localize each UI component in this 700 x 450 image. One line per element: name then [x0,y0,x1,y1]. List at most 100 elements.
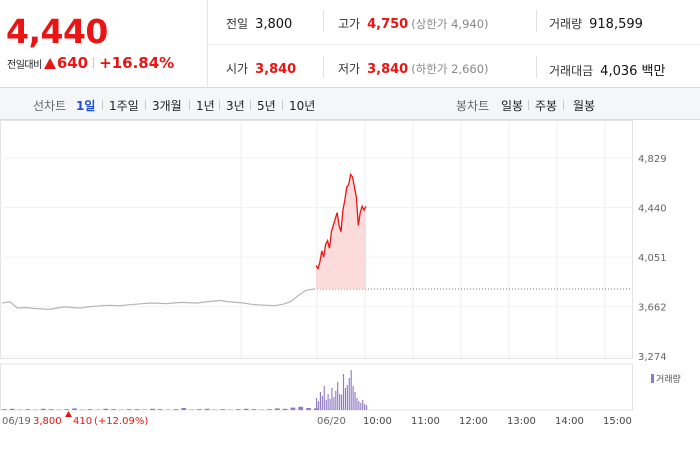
current-price-box: 4,440 전일대비 640 +16.84% [0,0,208,88]
volume-bar-today [321,396,323,410]
volume-bar-today [339,394,341,410]
stat-amount: 거래대금 4,036 백만 [549,60,665,79]
tab-1-year[interactable]: 1년 [196,99,215,113]
volume-bar-today [348,378,350,410]
volume-bar-prev [87,409,93,410]
volume-bar-prev [158,409,163,410]
volume-bar-prev [204,408,210,410]
divider [145,100,146,110]
divider [102,100,103,110]
x-date-label: 06/20 [317,416,346,427]
stat-open: 시가 3,840 [226,60,296,77]
volume-bar-prev [48,409,54,410]
volume-bar-today [366,405,368,410]
volume-bar-prev [181,408,187,410]
volume-bar-prev [134,409,140,410]
volume-bar-today [350,370,352,410]
volume-bar-today [344,388,346,410]
x-tick-label: 15:00 [603,416,632,427]
divider [250,100,251,110]
x-tick-label: 13:00 [507,416,536,427]
tab-1-week[interactable]: 1주일 [109,99,139,113]
volume-bar-prev [25,409,31,410]
volume-bars [2,370,368,410]
tab-10-years[interactable]: 10년 [289,99,316,113]
divider [528,100,529,110]
volume-bar-today [337,382,339,410]
volume-bar-today [329,398,331,410]
stat-high: 고가 4,750 (상한가 4,940) [338,15,489,32]
volume-bar-prev [306,408,311,410]
x-tick-label: 11:00 [411,416,440,427]
volume-bar-prev [290,407,296,410]
stat-value: 3,800 [255,17,293,32]
volume-bar-prev [41,408,46,410]
volume-bar-prev [126,409,132,410]
divider [93,57,95,69]
price-chart-svg: 4,829 4,440 4,051 3,662 3,274 거래량 06/19 3,800 41… [0,120,681,427]
volume-bar-prev [173,409,179,410]
axis-labels: 4,829 4,440 4,051 3,662 3,274 거래량 06/19 3,800 41… [2,154,681,427]
prev-change-pct: (+12.09%) [94,416,148,427]
price-summary: 4,440 전일대비 640 +16.84% 전일 3,800 고가 4,750… [0,0,700,88]
stat-label: 저가 [338,62,361,76]
stat-prev-close: 전일 3,800 [226,15,292,32]
tab-5-years[interactable]: 5년 [257,99,276,113]
stats-panel: 전일 3,800 고가 4,750 (상한가 4,940) 거래량 918,59… [208,0,700,88]
tab-3-months[interactable]: 3개월 [152,99,182,113]
volume-bar-prev [111,409,116,410]
tab-3-years[interactable]: 3년 [226,99,245,113]
divider [219,100,220,110]
volume-bar-prev [243,408,249,410]
price-chart[interactable]: 4,829 4,440 4,051 3,662 3,274 거래량 06/19 3,800 41… [0,120,700,450]
divider [536,10,537,32]
chart-grid [0,120,633,411]
y-tick-label: 4,829 [638,154,667,165]
stat-value: 4,036 백만 [600,64,666,79]
stat-label: 거래대금 [549,64,594,78]
tab-1-day[interactable]: 1일 [76,99,96,113]
stat-value: 4,750 [367,17,409,32]
stat-label: 고가 [338,17,361,31]
change-row: 전일대비 640 +16.84% [7,54,174,72]
tab-monthly[interactable]: 월봉 [573,99,596,113]
y-tick-label: 3,274 [638,352,667,363]
change-label: 전일대비 [7,59,42,71]
tab-weekly[interactable]: 주봉 [535,99,558,113]
volume-bar-today [316,398,318,410]
volume-bar-prev [220,409,226,410]
volume-bar-prev [251,409,257,410]
volume-bar-prev [2,409,7,410]
volume-bar-prev [150,408,155,410]
stat-label: 시가 [226,62,249,76]
stat-upper-limit: (상한가 4,940) [411,17,489,31]
stat-label: 전일 [226,17,249,31]
current-price: 4,440 [6,12,108,51]
divider [536,56,537,78]
volume-bar-prev [72,408,77,410]
volume-bar-today [327,394,329,410]
y-tick-label: 4,440 [638,204,667,215]
volume-bar-today [333,397,335,410]
volume-bar-today [317,401,320,410]
up-triangle-icon [43,57,56,69]
divider [323,10,324,32]
volume-bar-today [364,404,366,410]
volume-bar-prev [197,409,202,410]
volume-bar-prev [267,409,272,410]
volume-bar-prev [275,408,280,410]
up-triangle-icon [65,411,72,417]
y-tick-label: 4,051 [638,253,667,264]
tab-daily[interactable]: 일봉 [501,99,524,113]
stat-label: 거래량 [549,17,583,31]
volume-bar-today [325,400,327,410]
prev-close-label: 3,800 [33,416,62,427]
stat-lower-limit: (하한가 2,660) [411,62,489,76]
divider [563,100,564,110]
divider [189,100,190,110]
volume-bar-prev [103,408,109,410]
volume-bar-today [342,374,345,410]
volume-bar-today [358,401,360,410]
volume-bar-today [335,390,337,410]
volume-bar-today [354,392,356,410]
